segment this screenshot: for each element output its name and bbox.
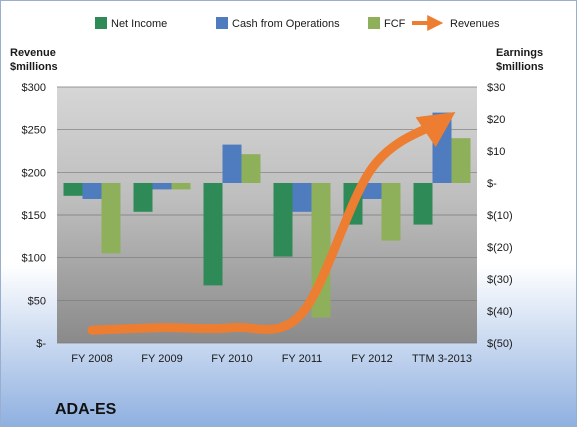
legend-label-cash-from-operations: Cash from Operations bbox=[232, 18, 340, 30]
legend: Net Income Cash from Operations FCF Reve… bbox=[95, 15, 500, 31]
left-axis-title-line2: $millions bbox=[10, 61, 58, 73]
legend-swatch-fcf bbox=[368, 17, 380, 29]
bar-net-income bbox=[413, 183, 433, 225]
right-tick-label: $(10) bbox=[487, 210, 513, 222]
right-axis-title-line2: $millions bbox=[496, 61, 544, 73]
bar-net-income bbox=[273, 183, 293, 257]
bar-cash-from-operations bbox=[292, 183, 312, 212]
right-axis-title-line1: Earnings bbox=[496, 47, 543, 59]
bar-series bbox=[63, 112, 471, 318]
bar-fcf bbox=[241, 154, 261, 183]
left-axis-title-line1: Revenue bbox=[10, 47, 56, 59]
right-tick-label: $- bbox=[487, 178, 497, 190]
line-revenues bbox=[87, 112, 456, 335]
bar-fcf bbox=[101, 183, 121, 254]
right-tick-label: $(30) bbox=[487, 274, 513, 286]
right-axis-ticks: $(50) $(40) $(30) $(20) $(10) $- $10 $20 $30 bbox=[487, 82, 513, 350]
right-tick-label: $10 bbox=[487, 146, 505, 158]
bar-net-income bbox=[203, 183, 223, 286]
category-label: FY 2010 bbox=[211, 353, 252, 365]
bar-cash-from-operations bbox=[82, 183, 102, 199]
category-label: FY 2009 bbox=[141, 353, 182, 365]
right-tick-label: $(20) bbox=[487, 242, 513, 254]
category-label: FY 2008 bbox=[71, 353, 112, 365]
right-tick-label: $(40) bbox=[487, 306, 513, 318]
legend-swatch-cash-from-operations bbox=[216, 17, 228, 29]
category-label: FY 2011 bbox=[282, 353, 323, 365]
bar-fcf bbox=[451, 138, 471, 183]
left-tick-label: $50 bbox=[28, 295, 46, 307]
bar-fcf bbox=[381, 183, 401, 241]
bar-cash-from-operations bbox=[152, 183, 172, 190]
left-tick-label: $200 bbox=[22, 167, 46, 179]
right-tick-label: $20 bbox=[487, 114, 505, 126]
bar-fcf bbox=[171, 183, 191, 190]
category-label: TTM 3-2013 bbox=[412, 353, 472, 365]
left-tick-label: $100 bbox=[22, 253, 46, 265]
ticker-label: ADA-ES bbox=[55, 401, 117, 418]
bar-net-income bbox=[133, 183, 153, 212]
right-tick-label: $(50) bbox=[487, 338, 513, 350]
legend-label-fcf: FCF bbox=[384, 18, 406, 30]
bar-net-income bbox=[63, 183, 83, 196]
legend-swatch-net-income bbox=[95, 17, 107, 29]
gridlines bbox=[57, 86, 477, 344]
legend-label-net-income: Net Income bbox=[111, 18, 167, 30]
left-tick-label: $300 bbox=[22, 82, 46, 94]
line-series bbox=[87, 112, 456, 335]
left-axis-ticks: $- $50 $100 $150 $200 $250 $300 bbox=[22, 82, 47, 350]
bar-cash-from-operations bbox=[222, 144, 242, 183]
right-tick-label: $30 bbox=[487, 82, 505, 94]
legend-label-revenues: Revenues bbox=[450, 18, 500, 30]
left-tick-label: $150 bbox=[22, 210, 46, 222]
category-label: FY 2012 bbox=[351, 353, 392, 365]
category-labels: FY 2008 FY 2009 FY 2010 FY 2011 FY 2012 TTM 3… bbox=[71, 353, 472, 365]
left-tick-label: $250 bbox=[22, 125, 46, 137]
left-tick-label: $- bbox=[36, 338, 46, 350]
bar-cash-from-operations bbox=[362, 183, 382, 199]
